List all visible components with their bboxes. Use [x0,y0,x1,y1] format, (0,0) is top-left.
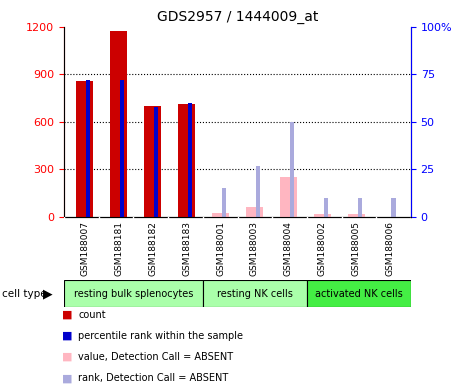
Text: GSM188002: GSM188002 [318,221,327,276]
Text: GSM188183: GSM188183 [182,221,191,276]
Bar [188,103,191,217]
Bar [76,81,93,217]
Text: GSM188005: GSM188005 [352,221,361,276]
Text: GSM188001: GSM188001 [216,221,225,276]
Text: GSM188182: GSM188182 [148,221,157,276]
Bar [280,177,297,217]
Bar [178,104,195,217]
Bar [212,213,229,217]
Text: GSM188006: GSM188006 [386,221,395,276]
Text: ■: ■ [62,310,72,320]
Text: resting bulk splenocytes: resting bulk splenocytes [74,289,193,299]
Bar [203,280,307,307]
Title: GDS2957 / 1444009_at: GDS2957 / 1444009_at [157,10,318,25]
Bar [110,31,127,217]
Text: count: count [78,310,106,320]
Bar [221,189,226,217]
Text: GSM188003: GSM188003 [250,221,259,276]
Bar [391,198,396,217]
Bar [323,198,328,217]
Text: ■: ■ [62,373,72,383]
Text: cell type: cell type [2,289,47,299]
Bar [153,107,158,217]
Text: percentile rank within the sample: percentile rank within the sample [78,331,243,341]
Bar [246,207,263,217]
Text: GSM188181: GSM188181 [114,221,123,276]
Bar [120,80,124,217]
Bar [86,80,90,217]
Text: resting NK cells: resting NK cells [217,289,293,299]
Text: ■: ■ [62,352,72,362]
Bar [307,280,411,307]
Text: GSM188007: GSM188007 [80,221,89,276]
Bar [290,122,294,217]
Text: ■: ■ [62,331,72,341]
Text: ▶: ▶ [43,287,52,300]
Bar [256,166,260,217]
Text: rank, Detection Call = ABSENT: rank, Detection Call = ABSENT [78,373,228,383]
Text: value, Detection Call = ABSENT: value, Detection Call = ABSENT [78,352,234,362]
Bar [358,198,361,217]
Bar [64,280,203,307]
Text: GSM188004: GSM188004 [284,221,293,276]
Bar [348,214,365,217]
Bar [144,106,161,217]
Text: activated NK cells: activated NK cells [315,289,403,299]
Bar [314,214,331,217]
